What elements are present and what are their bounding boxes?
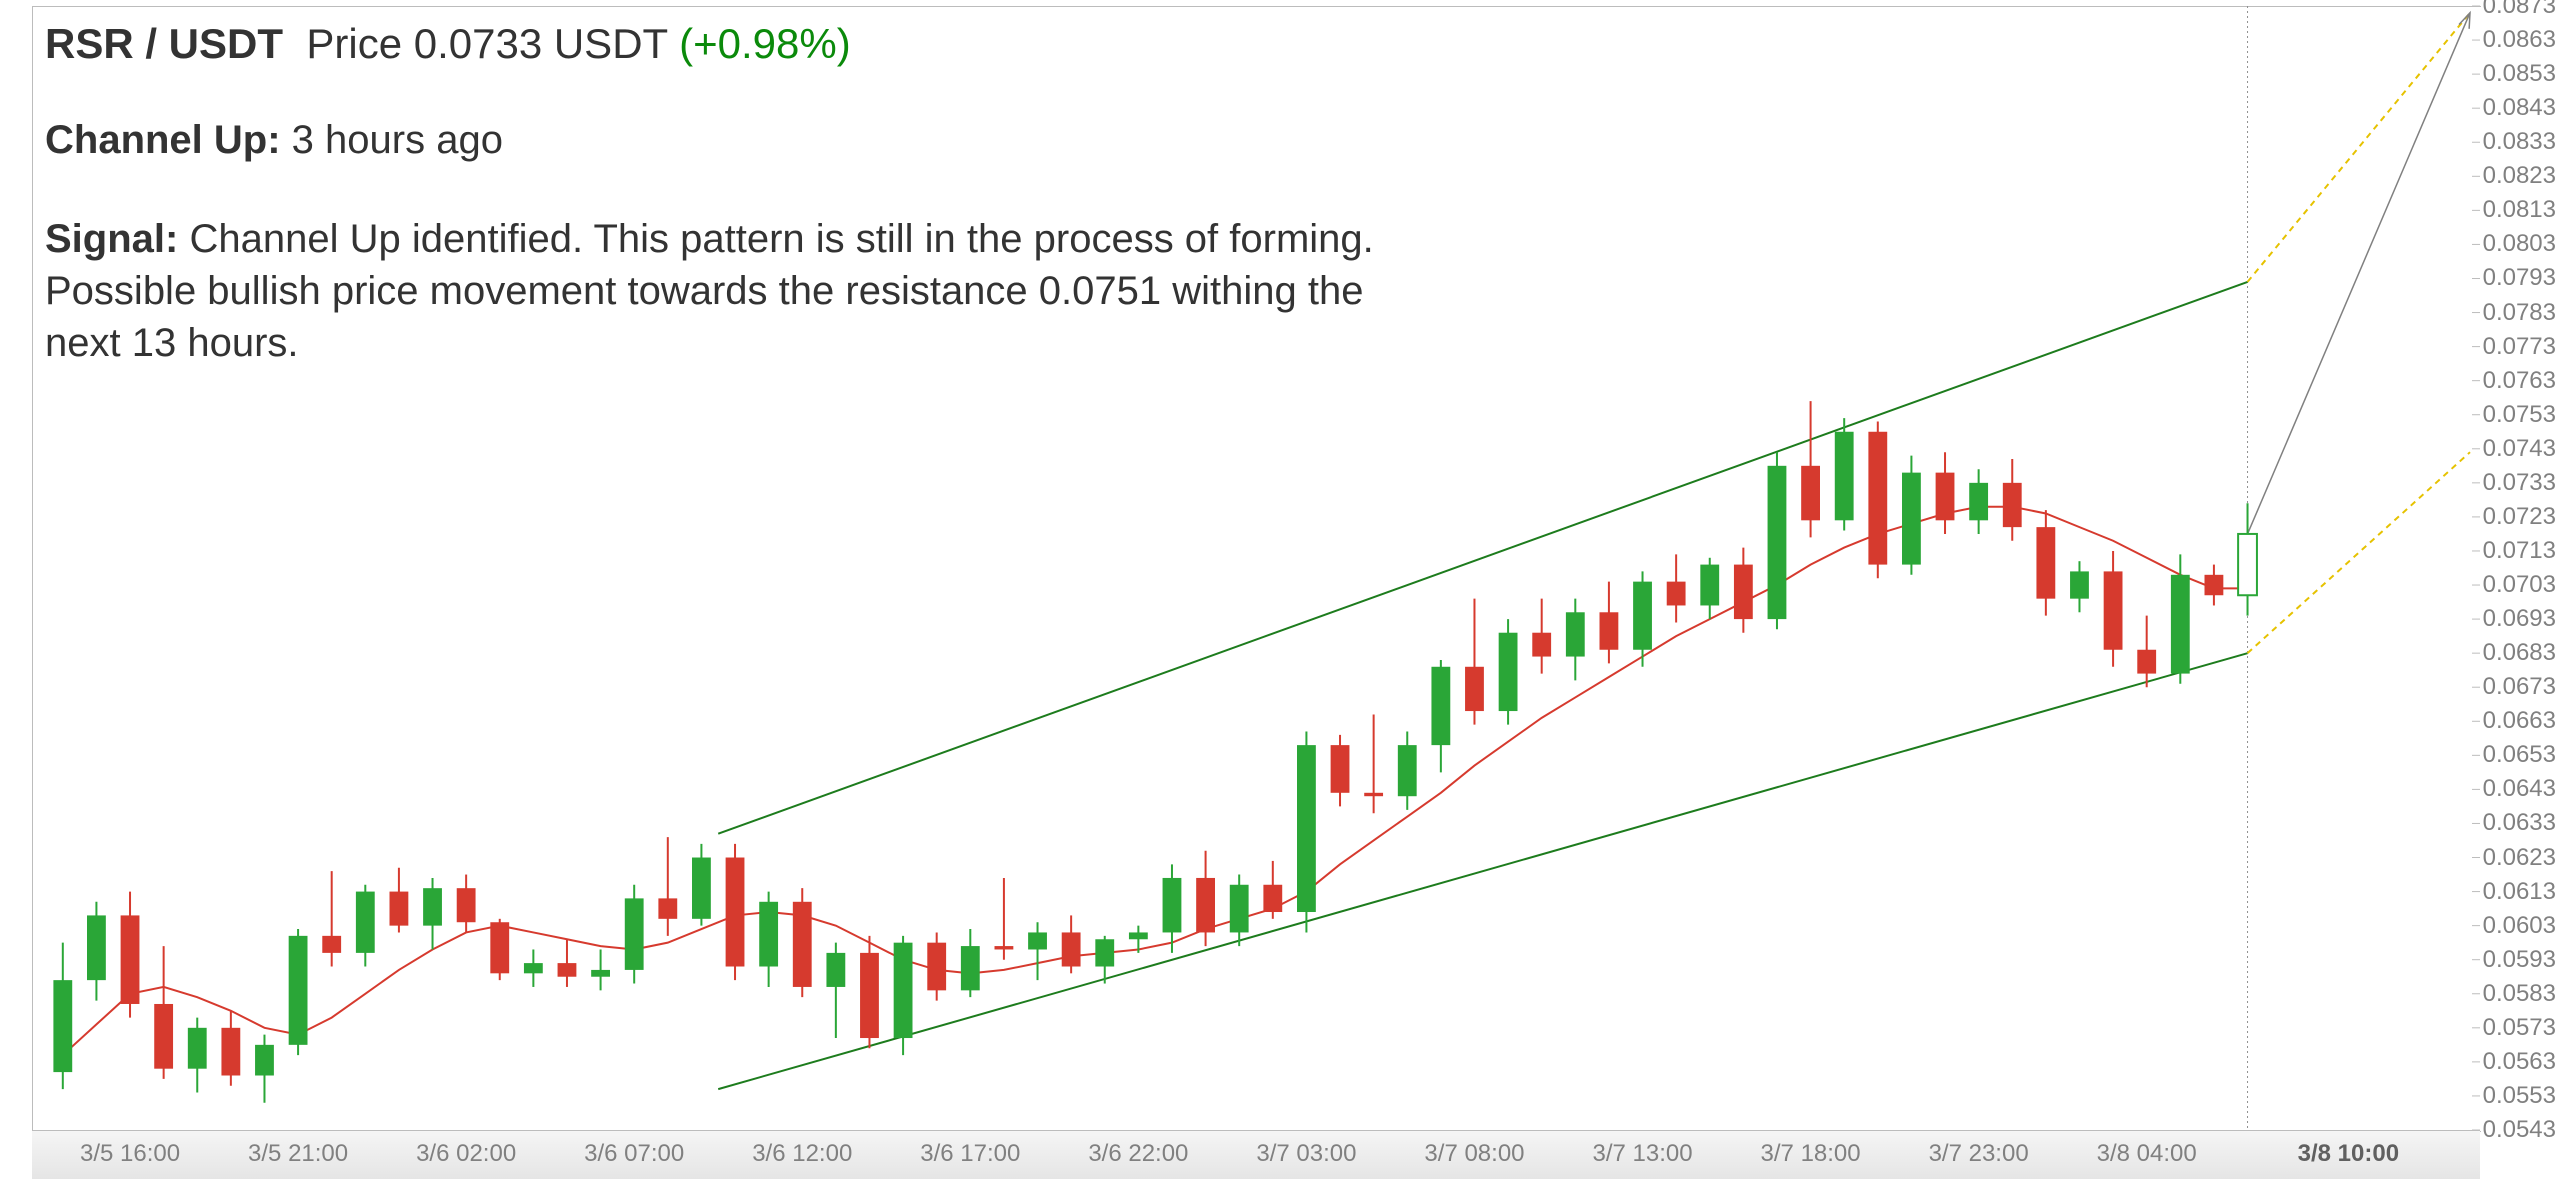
symbol: RSR / USDT [45,20,283,67]
y-axis-label: 0.0753 [2483,401,2556,429]
y-axis-label: 0.0853 [2483,60,2556,88]
y-axis-label: 0.0623 [2483,844,2556,872]
y-axis-label: 0.0743 [2483,435,2556,463]
y-axis-label: 0.0673 [2483,673,2556,701]
x-axis-label: 3/7 03:00 [1256,1140,1356,1175]
signal-text: Channel Up identified. This pattern is s… [45,217,1374,365]
x-axis-label: 3/5 16:00 [80,1140,180,1175]
x-axis-label: 3/7 23:00 [1929,1140,2029,1175]
title-block: RSR / USDT Price 0.0733 USDT (+0.98%) Ch… [45,20,1395,369]
y-axis-label: 0.0843 [2483,94,2556,122]
y-axis-label: 0.0613 [2483,878,2556,906]
x-axis-label: 3/8 04:00 [2097,1140,2197,1175]
y-axis-label: 0.0823 [2483,162,2556,190]
y-axis-label: 0.0563 [2483,1048,2556,1076]
y-axis-label: 0.0603 [2483,912,2556,940]
price-label: Price 0.0733 USDT [306,20,667,67]
y-axis-label: 0.0643 [2483,775,2556,803]
x-axis-label: 3/6 02:00 [416,1140,516,1175]
signal-line: Signal: Channel Up identified. This patt… [45,213,1395,369]
pct-change: (+0.98%) [679,20,851,67]
x-axis-label: 3/5 21:00 [248,1140,348,1175]
y-axis-label: 0.0793 [2483,264,2556,292]
x-axis-label: 3/6 07:00 [584,1140,684,1175]
y-axis-label: 0.0833 [2483,128,2556,156]
sub-line: Channel Up: 3 hours ago [45,118,1395,163]
y-axis-label: 0.0723 [2483,503,2556,531]
y-axis-label: 0.0863 [2483,26,2556,54]
y-axis-label: 0.0693 [2483,605,2556,633]
x-axis-label: 3/7 08:00 [1424,1140,1524,1175]
y-axis-label: 0.0733 [2483,469,2556,497]
pattern-age: 3 hours ago [292,118,503,162]
x-axis-label: 3/6 22:00 [1088,1140,1188,1175]
pattern-name: Channel Up: [45,118,281,162]
y-axis-label: 0.0713 [2483,537,2556,565]
x-axis-label: 3/7 18:00 [1761,1140,1861,1175]
title-line: RSR / USDT Price 0.0733 USDT (+0.98%) [45,20,1395,68]
x-axis-label: 3/6 12:00 [752,1140,852,1175]
y-axis-label: 0.0773 [2483,333,2556,361]
y-axis-label: 0.0653 [2483,741,2556,769]
x-axis-label: 3/6 17:00 [920,1140,1020,1175]
y-axis-label: 0.0583 [2483,980,2556,1008]
y-axis-label: 0.0553 [2483,1082,2556,1110]
y-axis-label: 0.0873 [2483,0,2556,20]
y-axis-label: 0.0663 [2483,707,2556,735]
signal-label: Signal: [45,217,178,261]
x-axis-label: 3/8 10:00 [2298,1140,2399,1175]
y-axis-label: 0.0633 [2483,809,2556,837]
x-axis-label: 3/7 13:00 [1592,1140,1692,1175]
y-axis-label: 0.0683 [2483,639,2556,667]
y-axis-label: 0.0573 [2483,1014,2556,1042]
y-axis-label: 0.0783 [2483,299,2556,327]
y-axis-label: 0.0703 [2483,571,2556,599]
y-axis-label: 0.0593 [2483,946,2556,974]
y-axis-label: 0.0803 [2483,230,2556,258]
y-axis-label: 0.0543 [2483,1116,2556,1144]
y-axis-label: 0.0813 [2483,196,2556,224]
y-axis-label: 0.0763 [2483,367,2556,395]
